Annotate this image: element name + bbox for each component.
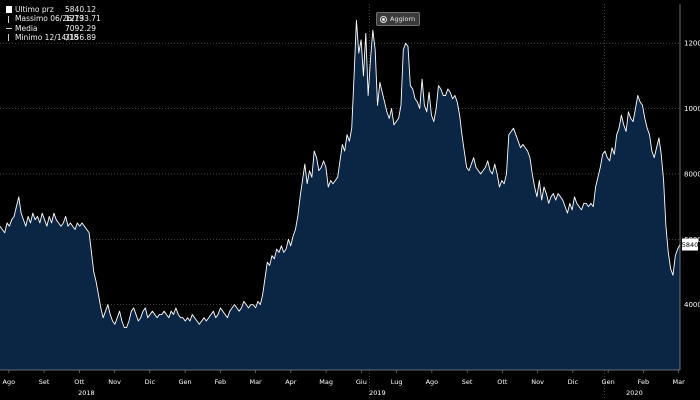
last-price-tag-label: 5840 xyxy=(682,241,699,249)
x-tick-label: Ago xyxy=(3,378,16,386)
x-tick-label: Lug xyxy=(391,378,403,386)
price-line xyxy=(0,19,681,328)
x-tick-label: Feb xyxy=(215,378,227,386)
legend-item-maximum: Massimo 06/26/19 12733.71 xyxy=(6,14,101,24)
x-tick-label: Set xyxy=(462,378,473,386)
x-tick-label: Mar xyxy=(673,378,686,386)
legend-value: 12733.71 xyxy=(65,14,101,24)
update-icon xyxy=(380,15,387,23)
maximum-marker-icon xyxy=(8,15,12,23)
axes: 4000600080001000012000AgoSetOttNovDicGen… xyxy=(0,4,700,397)
x-tick-label: Nov xyxy=(531,378,544,386)
y-tick-label: 10000 xyxy=(684,105,700,113)
x-tick-label: Dic xyxy=(568,378,579,386)
x-tick-label: Apr xyxy=(285,378,297,386)
y-tick-label: 12000 xyxy=(684,40,700,48)
x-tick-label: Ago xyxy=(426,378,439,386)
x-tick-label: Gen xyxy=(602,378,615,386)
legend-value: 7092.29 xyxy=(65,23,97,33)
y-tick-label: 4000 xyxy=(684,301,700,309)
x-tick-label: Set xyxy=(39,378,50,386)
legend-item-minimum: Minimo 12/14/18 3156.89 xyxy=(6,33,97,43)
x-tick-label: Ott xyxy=(74,378,85,386)
legend-label: Minimo 12/14/18 xyxy=(15,33,79,43)
x-tick-label: Gen xyxy=(179,378,192,386)
last-price-marker-icon xyxy=(6,6,12,14)
y-tick-label: 8000 xyxy=(684,170,700,178)
average-marker-icon xyxy=(6,25,12,32)
price-area xyxy=(0,20,680,371)
update-button[interactable]: Aggiorn xyxy=(376,12,421,26)
legend-value: 5840.12 xyxy=(65,5,97,14)
legend-label: Massimo 06/26/19 xyxy=(15,14,84,24)
x-tick-label: Ott xyxy=(497,378,508,386)
x-tick-label: Giu xyxy=(356,378,367,386)
legend-label: Ultimo prz xyxy=(15,5,54,14)
legend-value: 3156.89 xyxy=(65,33,97,43)
x-tick-label: Feb xyxy=(638,378,650,386)
x-tick-label: Mag xyxy=(319,378,333,386)
legend-item-last-price: Ultimo prz 5840.12 xyxy=(6,5,97,14)
update-button-label: Aggiorn xyxy=(390,15,416,23)
legend: Ultimo prz 5840.12 Massimo 06/26/19 1273… xyxy=(6,5,101,43)
last-price-tag xyxy=(682,238,698,251)
legend-label: Media xyxy=(15,23,38,33)
minimum-marker-icon xyxy=(8,34,12,42)
legend-item-average: Media 7092.29 xyxy=(6,23,97,33)
x-tick-label: Nov xyxy=(108,378,121,386)
x-year-label: 2018 xyxy=(78,389,95,397)
x-year-label: 2020 xyxy=(626,389,643,397)
x-tick-label: Dic xyxy=(145,378,156,386)
x-year-label: 2019 xyxy=(369,389,386,397)
x-tick-label: Mar xyxy=(249,378,262,386)
